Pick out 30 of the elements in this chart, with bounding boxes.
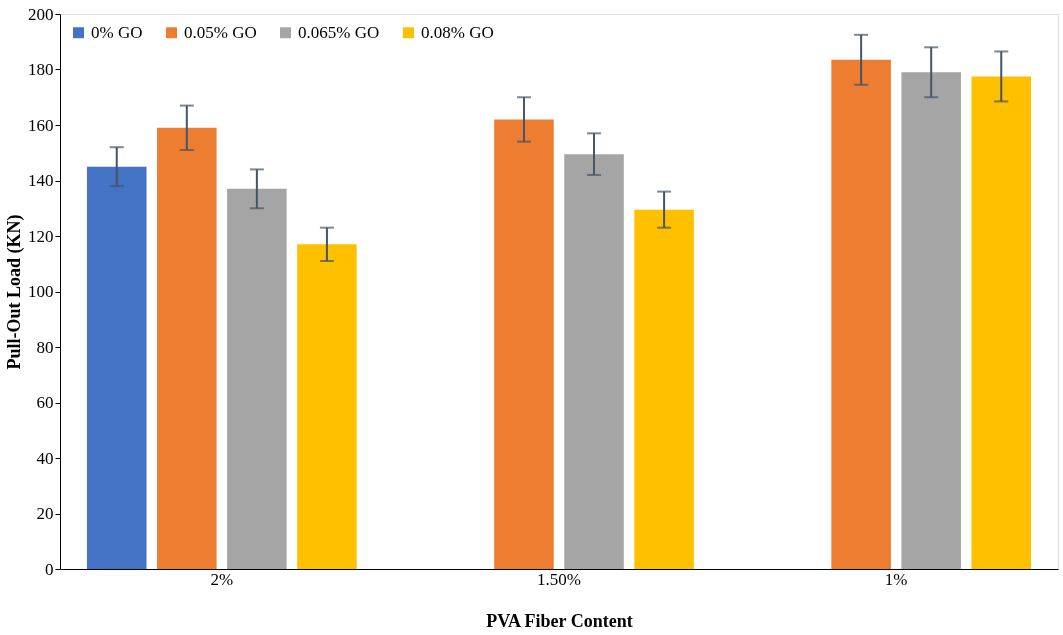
bar bbox=[494, 119, 554, 569]
y-tick-label: 60 bbox=[36, 393, 54, 412]
y-tick-label: 200 bbox=[28, 4, 54, 24]
x-tick-label: 1.50% bbox=[537, 569, 581, 589]
legend-label: 0% GO bbox=[91, 22, 143, 42]
y-tick-label: 160 bbox=[28, 115, 54, 135]
legend-label: 0.065% GO bbox=[298, 22, 380, 42]
bar bbox=[901, 72, 961, 569]
legend-label: 0.05% GO bbox=[184, 22, 257, 42]
y-tick-label: 40 bbox=[36, 448, 54, 468]
y-axis-title: Pull-Out Load (KN) bbox=[4, 214, 25, 370]
x-tick-label: 2% bbox=[210, 569, 234, 589]
bar bbox=[157, 127, 217, 569]
y-tick-label: 180 bbox=[28, 60, 54, 79]
y-tick-label: 0 bbox=[45, 559, 54, 579]
x-tick-label: 1% bbox=[884, 569, 908, 589]
x-axis-title: PVA Fiber Content bbox=[486, 610, 633, 631]
bar bbox=[831, 59, 891, 569]
bar bbox=[971, 76, 1032, 569]
bar bbox=[86, 166, 147, 569]
y-tick-label: 20 bbox=[36, 504, 54, 523]
bar bbox=[564, 154, 624, 569]
y-tick-label: 140 bbox=[28, 171, 54, 190]
y-tick-label: 120 bbox=[28, 226, 54, 246]
bar bbox=[634, 209, 694, 569]
bar bbox=[297, 244, 357, 569]
y-tick-label: 100 bbox=[28, 282, 54, 301]
legend-label: 0.08% GO bbox=[421, 22, 494, 42]
bar bbox=[227, 188, 287, 569]
y-tick-label: 80 bbox=[36, 337, 54, 357]
